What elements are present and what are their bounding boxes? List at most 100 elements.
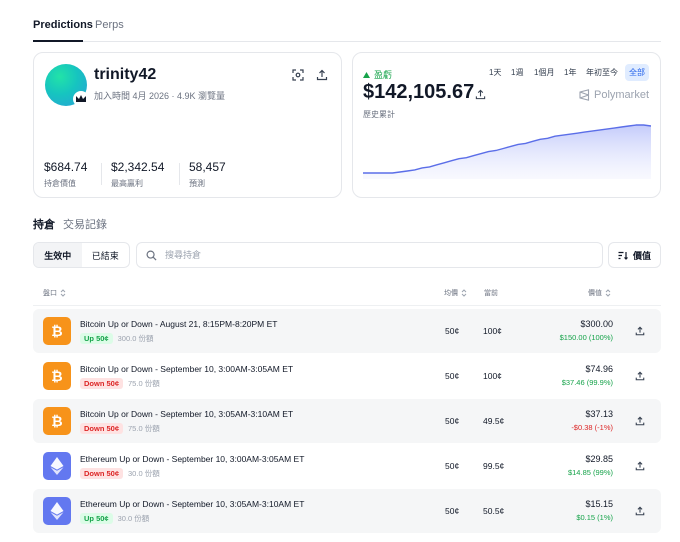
- position-change: $37.46 (99.9%): [561, 378, 613, 387]
- status-segment: 生效中 已結束: [33, 242, 130, 268]
- ethereum-logo: [43, 497, 71, 525]
- top-tabs: Predictions Perps: [33, 0, 661, 42]
- range-1y[interactable]: 1年: [564, 68, 577, 77]
- stat-divider: [179, 163, 180, 185]
- side-badge: Up 50¢: [80, 333, 113, 344]
- table-header: 盤口 均價 當前 價值: [33, 282, 661, 306]
- search-box: [136, 242, 603, 268]
- pnl-value: $142,105.67: [363, 81, 475, 103]
- range-1d[interactable]: 1天: [489, 68, 502, 77]
- current-price: 99.5¢: [483, 461, 505, 471]
- sort-arrows-icon: [60, 289, 66, 297]
- market-title[interactable]: Ethereum Up or Down - September 10, 3:05…: [80, 499, 305, 509]
- table-row[interactable]: ₿ Bitcoin Up or Down - August 21, 8:15PM…: [33, 309, 661, 353]
- current-price: 100¢: [483, 371, 502, 381]
- market-title[interactable]: Bitcoin Up or Down - September 10, 3:00A…: [80, 364, 294, 374]
- polymarket-brand: Polymarket: [579, 89, 649, 101]
- table-row[interactable]: Ethereum Up or Down - September 10, 3:05…: [33, 489, 661, 533]
- table-row[interactable]: Ethereum Up or Down - September 10, 3:00…: [33, 444, 661, 488]
- polymarket-logo-icon: [579, 89, 590, 101]
- market-title[interactable]: Bitcoin Up or Down - September 10, 3:05A…: [80, 409, 294, 419]
- range-1m[interactable]: 1個月: [534, 68, 555, 77]
- joined-info: 加入時間 4月 2026 · 4.9K 瀏覽量: [94, 91, 226, 101]
- share-icon[interactable]: [472, 86, 488, 102]
- header-value[interactable]: 價值: [588, 288, 611, 298]
- share-icon[interactable]: [633, 414, 647, 428]
- pnl-subtitle: 歷史累計: [363, 110, 395, 119]
- position-meta: Down 50¢ 30.0 份額: [80, 468, 160, 479]
- position-meta: Up 50¢ 30.0 份額: [80, 513, 149, 524]
- range-1w[interactable]: 1週: [511, 68, 524, 77]
- shares-amount: 75.0 份額: [128, 379, 160, 388]
- avg-price: 50¢: [445, 416, 460, 426]
- header-current[interactable]: 當前: [484, 290, 498, 297]
- filter-closed-button[interactable]: 已結束: [91, 250, 119, 261]
- ethereum-logo: [43, 452, 71, 480]
- sort-arrows-icon: [605, 289, 611, 297]
- position-change: $0.15 (1%): [576, 513, 613, 522]
- current-price: 49.5¢: [483, 416, 505, 426]
- position-change: $150.00 (100%): [559, 333, 613, 342]
- position-value: $37.13: [585, 409, 613, 419]
- position-value: $15.15: [585, 499, 613, 509]
- tab-perps[interactable]: Perps: [95, 19, 124, 31]
- shares-amount: 30.0 份額: [117, 514, 150, 523]
- share-icon[interactable]: [633, 324, 647, 338]
- range-ytd[interactable]: 年初至今: [586, 68, 618, 77]
- header-avg[interactable]: 均價: [444, 288, 467, 298]
- side-badge: Down 50¢: [80, 468, 124, 479]
- header-market[interactable]: 盤口: [43, 288, 66, 298]
- filter-active-button[interactable]: 生效中: [34, 243, 82, 267]
- scan-icon[interactable]: [290, 67, 306, 83]
- search-icon: [146, 250, 157, 261]
- stat-divider: [101, 163, 102, 185]
- tab-underline: [33, 40, 83, 42]
- table-row[interactable]: ₿ Bitcoin Up or Down - September 10, 3:0…: [33, 354, 661, 398]
- bitcoin-icon: ₿: [51, 369, 62, 384]
- avg-price: 50¢: [445, 461, 460, 471]
- position-meta: Down 50¢ 75.0 份額: [80, 378, 160, 389]
- market-title[interactable]: Ethereum Up or Down - September 10, 3:00…: [80, 454, 305, 464]
- crown-icon: [73, 91, 89, 107]
- share-icon[interactable]: [633, 504, 647, 518]
- share-icon[interactable]: [633, 459, 647, 473]
- username: trinity42: [94, 66, 157, 83]
- pnl-line: [363, 124, 651, 174]
- side-badge: Down 50¢: [80, 378, 124, 389]
- range-all[interactable]: 全部: [625, 64, 649, 81]
- pnl-chart: [363, 124, 651, 179]
- stat-positions-value: $684.74 持倉價值: [44, 160, 88, 188]
- tab-activity[interactable]: 交易記錄: [63, 219, 107, 231]
- share-icon[interactable]: [314, 67, 330, 83]
- bitcoin-logo: ₿: [43, 362, 71, 390]
- position-meta: Up 50¢ 300.0 份額: [80, 333, 153, 344]
- current-price: 50.5¢: [483, 506, 505, 516]
- sort-button[interactable]: 價值: [608, 242, 661, 268]
- search-input[interactable]: [165, 250, 585, 260]
- pnl-card: 盈虧 $142,105.67 歷史累計 1天 1週 1個月 1年 年初至今 全部…: [352, 52, 661, 198]
- pnl-label: 盈虧: [363, 68, 392, 81]
- triangle-up-icon: [363, 71, 370, 78]
- shares-amount: 75.0 份額: [128, 424, 160, 433]
- position-value: $29.85: [585, 454, 613, 464]
- ethereum-icon: [50, 457, 64, 475]
- shares-amount: 300.0 份額: [117, 334, 154, 343]
- side-badge: Up 50¢: [80, 513, 113, 524]
- current-price: 100¢: [483, 326, 502, 336]
- bitcoin-logo: ₿: [43, 407, 71, 435]
- stat-predictions: 58,457 預測: [189, 160, 226, 188]
- shares-amount: 30.0 份額: [128, 469, 160, 478]
- tab-positions[interactable]: 持倉: [33, 219, 55, 231]
- svg-text:₿: ₿: [51, 324, 62, 339]
- profile-card: trinity42 加入時間 4月 2026 · 4.9K 瀏覽量 $684.7…: [33, 52, 342, 198]
- share-icon[interactable]: [633, 369, 647, 383]
- sort-arrows-icon: [461, 289, 467, 297]
- tab-predictions[interactable]: Predictions: [33, 19, 93, 31]
- table-row[interactable]: ₿ Bitcoin Up or Down - September 10, 3:0…: [33, 399, 661, 443]
- side-badge: Down 50¢: [80, 423, 124, 434]
- market-title[interactable]: Bitcoin Up or Down - August 21, 8:15PM-8…: [80, 319, 278, 329]
- bitcoin-icon: ₿: [51, 414, 62, 429]
- stat-biggest-win: $2,342.54 最高贏利: [111, 160, 165, 188]
- position-meta: Down 50¢ 75.0 份額: [80, 423, 160, 434]
- bitcoin-icon: ₿: [51, 324, 62, 339]
